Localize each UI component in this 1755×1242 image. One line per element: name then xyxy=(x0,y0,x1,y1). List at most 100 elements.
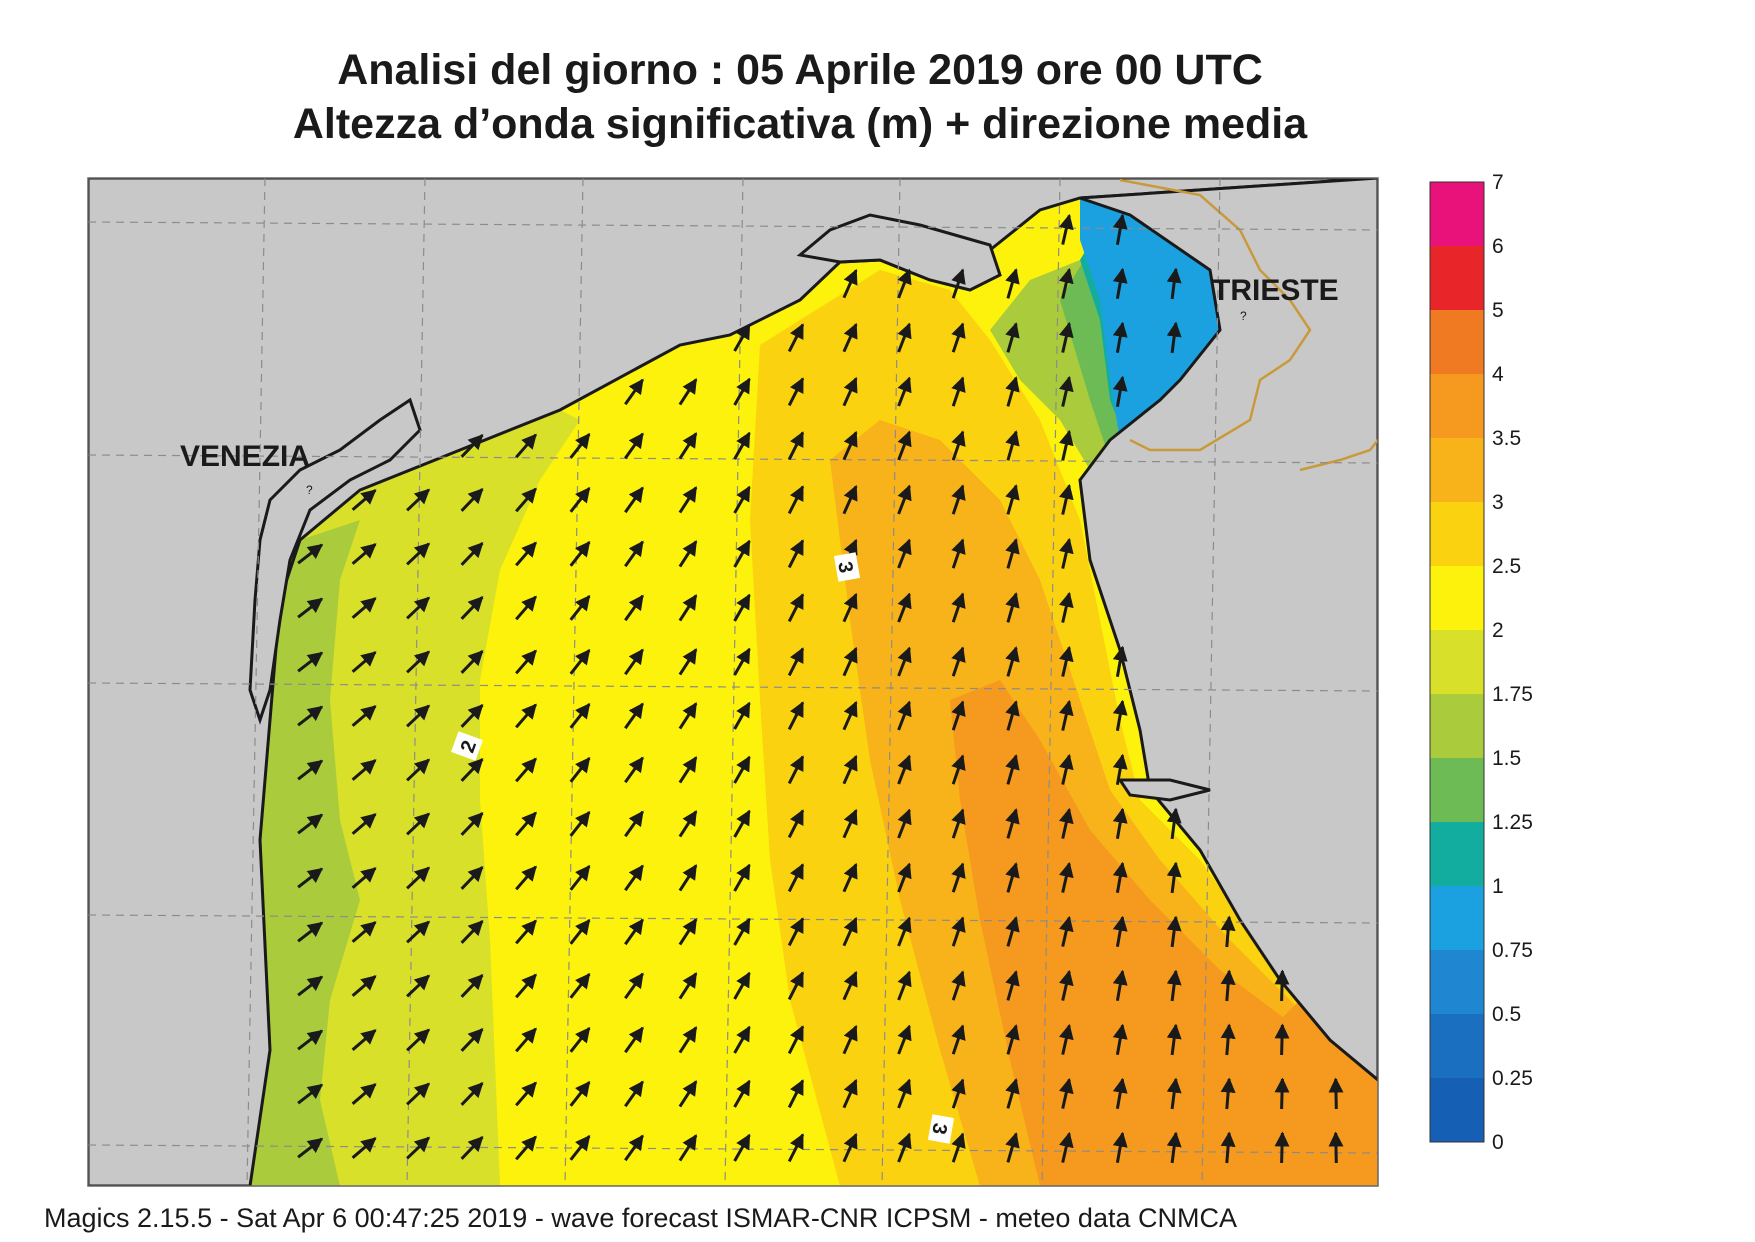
legend-swatch xyxy=(1430,438,1484,503)
wave-direction-arrow xyxy=(897,322,912,353)
wave-direction-arrow xyxy=(897,1132,912,1163)
wave-direction-arrow xyxy=(406,920,430,944)
grid-parallel xyxy=(88,914,1378,924)
wave-direction-arrow xyxy=(951,538,966,569)
wave-direction-arrow xyxy=(351,813,377,835)
wave-direction-arrow xyxy=(624,378,644,406)
wave-direction-arrow xyxy=(624,432,644,460)
wave-direction-arrow xyxy=(951,1078,966,1109)
wave-direction-arrow xyxy=(569,973,591,999)
legend-swatch xyxy=(1430,1014,1484,1079)
wave-direction-arrow xyxy=(1274,1131,1290,1164)
wave-direction-arrow xyxy=(460,434,484,458)
wave-direction-arrow xyxy=(297,597,324,619)
wave-direction-arrow xyxy=(460,1028,484,1052)
wave-direction-arrow xyxy=(1166,915,1182,948)
wave-direction-arrow xyxy=(842,1024,858,1055)
wave-direction-arrow xyxy=(897,970,912,1001)
wave-direction-arrow xyxy=(406,974,430,998)
wave-direction-arrow xyxy=(515,757,537,783)
wave-direction-arrow xyxy=(569,811,591,837)
wave-direction-arrow xyxy=(569,595,591,621)
wave-direction-arrow xyxy=(569,1081,591,1107)
wave-direction-arrow xyxy=(897,268,912,299)
wave-direction-arrow xyxy=(733,971,751,1000)
legend-swatch xyxy=(1430,950,1484,1015)
wave-direction-arrow xyxy=(951,1132,966,1163)
map-title: Analisi del giorno : 05 Aprile 2019 ore … xyxy=(337,46,1263,94)
wave-direction-arrow xyxy=(406,866,430,890)
wave-direction-arrow xyxy=(678,1026,698,1054)
wave-direction-arrow xyxy=(951,808,966,839)
wave-direction-arrow xyxy=(515,1027,537,1053)
legend-label: 0.75 xyxy=(1492,939,1533,962)
wave-direction-arrow xyxy=(1220,1023,1236,1056)
grid-meridian xyxy=(1041,178,1061,1186)
wave-direction-arrow xyxy=(1112,321,1128,354)
wave-direction-arrow xyxy=(1112,807,1128,840)
wave-direction-arrow xyxy=(678,1134,698,1162)
wave-direction-arrow xyxy=(1112,861,1128,894)
wave-direction-arrow xyxy=(1274,969,1290,1002)
wave-direction-arrow xyxy=(624,702,644,730)
wave-direction-arrow xyxy=(951,376,966,407)
wave-direction-arrow xyxy=(1112,213,1128,246)
wave-direction-arrow xyxy=(515,703,537,729)
wave-direction-arrow xyxy=(897,430,912,461)
wave-direction-arrow xyxy=(569,865,591,891)
wave-direction-arrow xyxy=(1059,1131,1074,1163)
wave-direction-arrow xyxy=(1005,862,1020,893)
wave-direction-arrow xyxy=(569,703,591,729)
wave-direction-arrow xyxy=(1112,1023,1128,1056)
wave-direction-arrow xyxy=(297,759,324,781)
wave-direction-arrow xyxy=(351,489,377,511)
legend-swatch xyxy=(1430,182,1484,247)
wave-direction-arrow xyxy=(733,485,751,514)
legend-label: 1.5 xyxy=(1492,747,1521,770)
wave-direction-arrow xyxy=(951,700,966,731)
wave-direction-arrow xyxy=(951,484,966,515)
wave-direction-arrow xyxy=(569,757,591,783)
wave-direction-arrow xyxy=(1166,1131,1182,1164)
wave-direction-arrow xyxy=(951,970,966,1001)
legend-label: 0 xyxy=(1492,1131,1504,1154)
wave-direction-arrow xyxy=(297,975,324,997)
wave-direction-arrow xyxy=(624,810,644,838)
wave-direction-arrow xyxy=(351,1029,377,1051)
wave-direction-arrow xyxy=(787,323,805,353)
wave-direction-arrow xyxy=(678,378,698,406)
wave-direction-arrow xyxy=(897,916,912,947)
wave-direction-arrow xyxy=(1112,915,1128,948)
wave-direction-arrow xyxy=(678,864,698,892)
legend-swatch xyxy=(1430,502,1484,567)
wave-direction-arrow xyxy=(678,972,698,1000)
venezia-marker-icon: ? xyxy=(306,483,313,497)
wave-direction-arrow xyxy=(897,808,912,839)
wave-direction-arrow xyxy=(1274,1023,1290,1056)
wave-direction-arrow xyxy=(351,651,377,673)
wave-direction-arrow xyxy=(515,919,537,945)
wave-direction-arrow xyxy=(678,648,698,676)
grid-parallel xyxy=(88,221,1378,231)
wave-direction-arrow xyxy=(1005,322,1020,353)
wave-direction-arrow xyxy=(1112,753,1128,786)
wave-direction-arrow xyxy=(351,1083,377,1105)
wave-direction-arrow xyxy=(951,754,966,785)
wave-direction-arrow xyxy=(1166,267,1182,300)
wave-direction-arrow xyxy=(1112,699,1128,732)
wave-direction-arrow xyxy=(1220,1077,1236,1110)
wave-direction-arrow xyxy=(406,650,430,674)
wave-direction-arrow xyxy=(569,919,591,945)
wave-direction-arrow xyxy=(678,486,698,514)
wave-direction-arrow xyxy=(842,592,858,623)
grid-parallel xyxy=(88,1144,1378,1154)
wave-direction-arrow xyxy=(1059,915,1074,947)
wave-direction-arrow xyxy=(1059,429,1074,461)
wave-direction-arrow xyxy=(624,540,644,568)
contour-label: 3 xyxy=(927,1114,955,1144)
wave-direction-arrow xyxy=(897,862,912,893)
wave-direction-arrow xyxy=(460,920,484,944)
wave-direction-arrow xyxy=(1005,646,1020,677)
wave-direction-arrow xyxy=(515,811,537,837)
legend-label: 0.25 xyxy=(1492,1067,1533,1090)
